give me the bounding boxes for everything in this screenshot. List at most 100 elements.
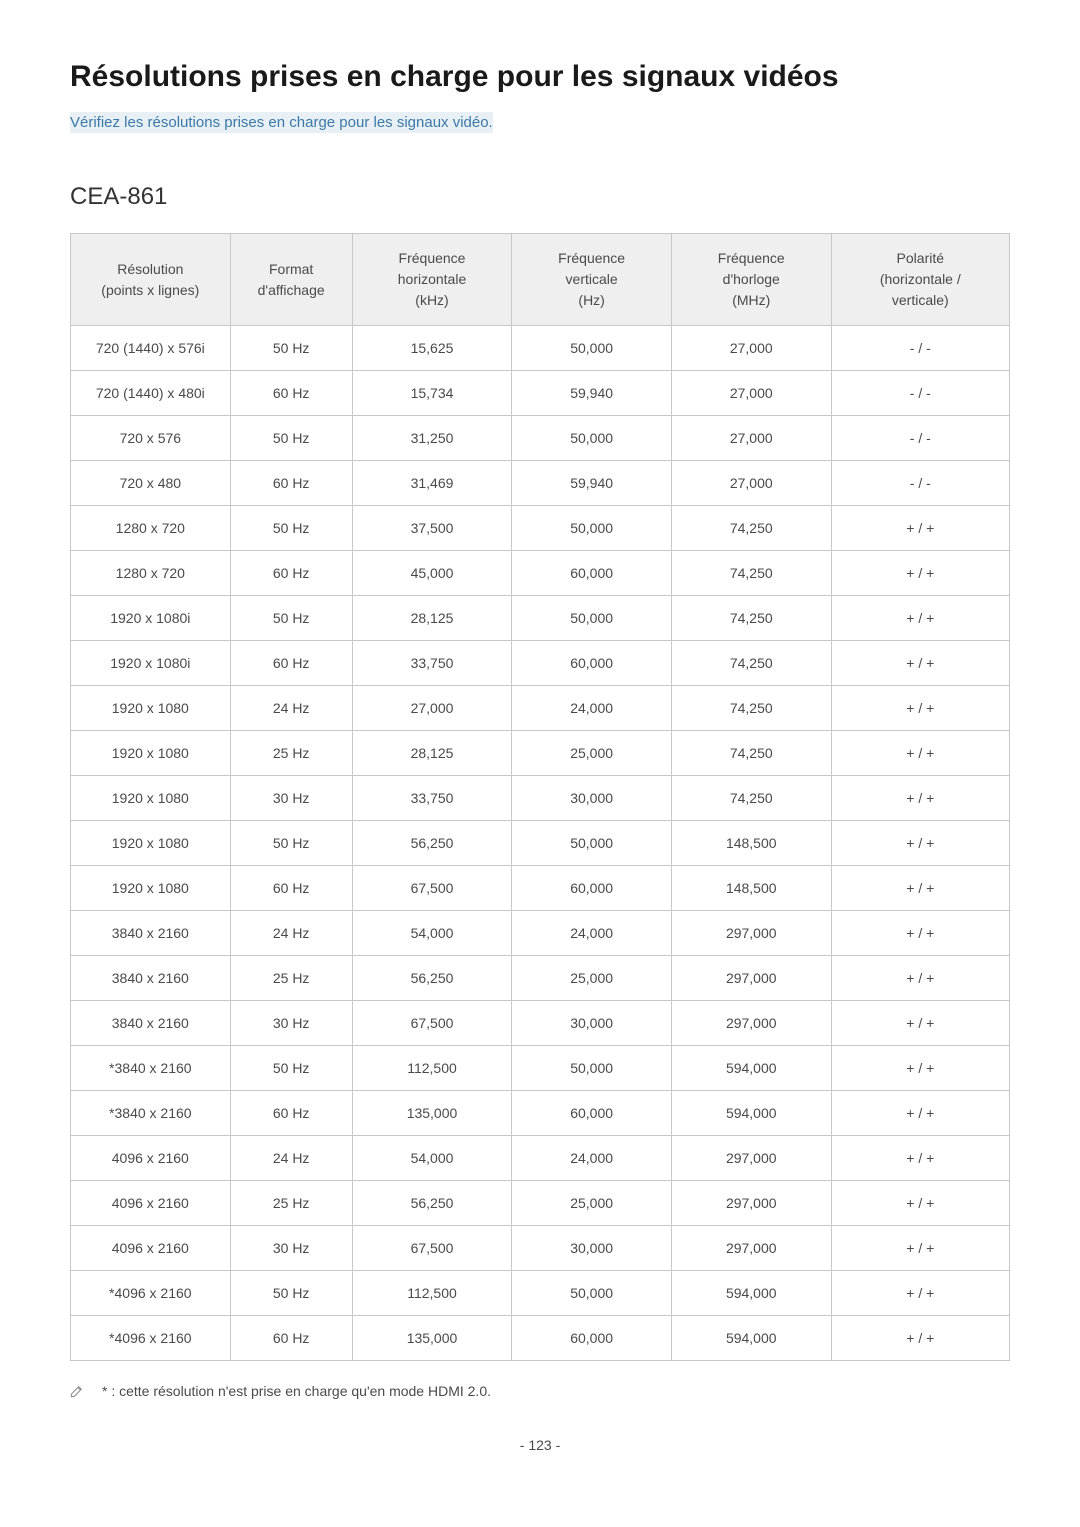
table-cell: - / - <box>831 326 1009 371</box>
table-cell: 30 Hz <box>230 1001 352 1046</box>
table-cell: 594,000 <box>671 1316 831 1361</box>
page-number: - 123 - <box>70 1437 1010 1453</box>
table-cell: 74,250 <box>671 596 831 641</box>
table-cell: 24,000 <box>512 1136 672 1181</box>
table-cell: + / + <box>831 911 1009 956</box>
table-cell: + / + <box>831 1136 1009 1181</box>
table-row: 4096 x 216025 Hz56,25025,000297,000+ / + <box>71 1181 1010 1226</box>
table-cell: 24,000 <box>512 686 672 731</box>
table-cell: 1920 x 1080 <box>71 776 231 821</box>
table-cell: + / + <box>831 1001 1009 1046</box>
table-row: 3840 x 216030 Hz67,50030,000297,000+ / + <box>71 1001 1010 1046</box>
table-cell: + / + <box>831 1091 1009 1136</box>
table-cell: 25,000 <box>512 731 672 776</box>
header-text: (Hz) <box>578 292 604 308</box>
table-row: 4096 x 216030 Hz67,50030,000297,000+ / + <box>71 1226 1010 1271</box>
table-cell: 3840 x 2160 <box>71 911 231 956</box>
table-cell: + / + <box>831 551 1009 596</box>
table-cell: 60 Hz <box>230 461 352 506</box>
table-row: 720 x 48060 Hz31,46959,94027,000- / - <box>71 461 1010 506</box>
table-cell: 4096 x 2160 <box>71 1136 231 1181</box>
table-cell: 25,000 <box>512 1181 672 1226</box>
table-cell: 33,750 <box>352 641 512 686</box>
table-cell: *3840 x 2160 <box>71 1091 231 1136</box>
table-cell: 50,000 <box>512 821 672 866</box>
table-cell: 30,000 <box>512 1001 672 1046</box>
table-cell: 594,000 <box>671 1271 831 1316</box>
table-row: 720 (1440) x 576i50 Hz15,62550,00027,000… <box>71 326 1010 371</box>
header-text: Fréquence <box>399 250 466 266</box>
table-cell: 60,000 <box>512 551 672 596</box>
table-cell: 50 Hz <box>230 1271 352 1316</box>
footnote-text: * : cette résolution n'est prise en char… <box>102 1383 491 1399</box>
header-text: (points x lignes) <box>101 282 199 298</box>
table-cell: 50 Hz <box>230 326 352 371</box>
table-row: 3840 x 216024 Hz54,00024,000297,000+ / + <box>71 911 1010 956</box>
table-cell: 720 (1440) x 480i <box>71 371 231 416</box>
table-row: 1920 x 1080i60 Hz33,75060,00074,250+ / + <box>71 641 1010 686</box>
section-heading: CEA-861 <box>70 183 1010 211</box>
table-cell: 25,000 <box>512 956 672 1001</box>
table-cell: + / + <box>831 1316 1009 1361</box>
table-cell: + / + <box>831 506 1009 551</box>
table-cell: 30,000 <box>512 1226 672 1271</box>
table-cell: 50,000 <box>512 1046 672 1091</box>
table-cell: 60,000 <box>512 866 672 911</box>
table-cell: *4096 x 2160 <box>71 1316 231 1361</box>
table-cell: 24,000 <box>512 911 672 956</box>
table-cell: 297,000 <box>671 956 831 1001</box>
table-cell: 135,000 <box>352 1316 512 1361</box>
table-cell: 33,750 <box>352 776 512 821</box>
resolution-table: Résolution (points x lignes) Format d'af… <box>70 233 1010 1361</box>
table-cell: 15,625 <box>352 326 512 371</box>
table-row: 3840 x 216025 Hz56,25025,000297,000+ / + <box>71 956 1010 1001</box>
table-cell: 30 Hz <box>230 1226 352 1271</box>
table-cell: 25 Hz <box>230 956 352 1001</box>
table-cell: 3840 x 2160 <box>71 956 231 1001</box>
header-text: horizontale <box>398 271 467 287</box>
table-cell: - / - <box>831 371 1009 416</box>
table-cell: 60 Hz <box>230 551 352 596</box>
table-cell: 50,000 <box>512 506 672 551</box>
header-text: (kHz) <box>415 292 448 308</box>
table-cell: 148,500 <box>671 821 831 866</box>
table-cell: 1920 x 1080 <box>71 821 231 866</box>
table-cell: 56,250 <box>352 821 512 866</box>
table-header-row: Résolution (points x lignes) Format d'af… <box>71 234 1010 326</box>
table-cell: 3840 x 2160 <box>71 1001 231 1046</box>
table-cell: 60 Hz <box>230 1091 352 1136</box>
table-cell: 1920 x 1080i <box>71 641 231 686</box>
table-cell: 30 Hz <box>230 776 352 821</box>
table-cell: 1920 x 1080 <box>71 866 231 911</box>
table-cell: 1920 x 1080 <box>71 686 231 731</box>
table-row: *3840 x 216050 Hz112,50050,000594,000+ /… <box>71 1046 1010 1091</box>
table-cell: 67,500 <box>352 1001 512 1046</box>
table-cell: 27,000 <box>671 326 831 371</box>
table-cell: 112,500 <box>352 1046 512 1091</box>
table-row: *3840 x 216060 Hz135,00060,000594,000+ /… <box>71 1091 1010 1136</box>
col-header-resolution: Résolution (points x lignes) <box>71 234 231 326</box>
table-cell: 50 Hz <box>230 596 352 641</box>
table-cell: 31,250 <box>352 416 512 461</box>
table-cell: 1280 x 720 <box>71 506 231 551</box>
table-cell: 74,250 <box>671 731 831 776</box>
table-cell: + / + <box>831 821 1009 866</box>
table-cell: 50,000 <box>512 1271 672 1316</box>
table-cell: 54,000 <box>352 1136 512 1181</box>
table-header: Résolution (points x lignes) Format d'af… <box>71 234 1010 326</box>
table-cell: 50 Hz <box>230 821 352 866</box>
table-cell: 27,000 <box>671 416 831 461</box>
table-cell: + / + <box>831 596 1009 641</box>
header-text: Résolution <box>117 261 183 277</box>
table-cell: 74,250 <box>671 506 831 551</box>
table-row: 1920 x 108050 Hz56,25050,000148,500+ / + <box>71 821 1010 866</box>
table-cell: + / + <box>831 731 1009 776</box>
table-cell: 74,250 <box>671 776 831 821</box>
table-cell: - / - <box>831 461 1009 506</box>
col-header-vfreq: Fréquence verticale (Hz) <box>512 234 672 326</box>
header-text: Fréquence <box>718 250 785 266</box>
table-cell: 50,000 <box>512 326 672 371</box>
table-row: 1280 x 72060 Hz45,00060,00074,250+ / + <box>71 551 1010 596</box>
table-cell: 24 Hz <box>230 911 352 956</box>
table-cell: 54,000 <box>352 911 512 956</box>
